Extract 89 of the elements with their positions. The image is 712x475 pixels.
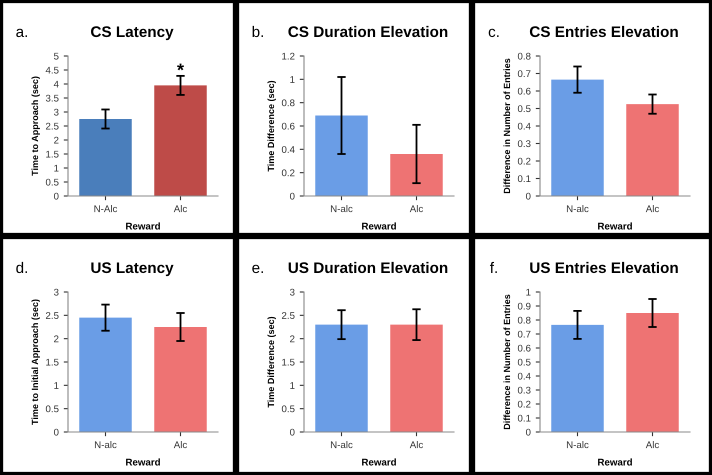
x-axis-title: Reward [598,222,632,230]
y-tick-label: 5 [54,52,59,60]
y-tick-label: 0.5 [282,405,295,412]
y-tick-label: 0.5 [46,405,59,412]
y-tick-label: 0 [526,428,531,436]
y-tick-label: 0.2 [282,169,294,176]
x-tick-label: Alc [174,205,187,212]
x-tick-label: N-alc [330,205,353,212]
x-tick-label: Alc [410,205,423,212]
y-tick-label: 4.5 [46,66,59,74]
x-tick-label: Alc [410,441,423,448]
y-tick-label: 1.5 [282,358,295,366]
y-tick-label: 1.5 [46,150,59,158]
x-tick-label: Alc [174,441,187,448]
y-axis-title: Time Difference (sec) [267,316,276,408]
y-tick-label: 4 [54,80,59,88]
text: a. [16,28,27,38]
y-tick-label: 0 [290,192,295,200]
y-axis-title: Time to Approach (sec) [31,76,40,176]
y-tick-label: 0 [290,428,295,436]
x-axis-title: Reward [362,458,396,466]
y-tick-label: 2.5 [282,312,295,319]
y-tick-label: 1 [290,76,294,83]
y-tick-label: 1.5 [46,358,59,366]
y-axis-title: Time to Initial Approach (sec) [31,299,40,425]
y-tick-label: 3 [54,288,59,296]
text: d. [16,262,27,274]
y-tick-label: 2 [54,335,58,342]
y-tick-label: 1.2 [282,52,294,60]
y-axis-title: Time Difference (sec) [267,80,276,172]
text: b. [252,26,263,38]
y-axis-title: Difference in Number of Entries [503,58,510,194]
y-tick-label: 3 [290,288,295,296]
y-tick-label: 0.5 [518,358,531,366]
x-tick-label: N-alc [566,205,589,212]
x-axis-title: Reward [362,222,396,230]
y-tick-label: 0.7 [518,70,530,78]
y-tick-label: 0.6 [518,344,531,352]
y-tick-label: 0.4 [282,146,295,153]
y-tick-label: 2.5 [46,312,59,319]
y-tick-label: 0 [526,192,531,200]
chart-title: CS Duration Elevation [288,26,448,38]
y-tick-label: 1 [54,382,58,389]
chart-title: CS Entries Elevation [530,26,678,38]
annotation: * [177,64,184,70]
y-tick-label: 0.4 [518,372,531,380]
x-tick-label: N-alc [566,441,589,448]
y-tick-label: 1 [526,288,530,296]
text: e. [252,264,263,274]
y-axis-title: Difference in Number of Entries [503,294,510,430]
x-axis-title: Reward [126,458,160,466]
y-tick-label: 0.7 [518,330,530,338]
chart-title: US Entries Elevation [530,262,678,274]
y-tick-label: 0.8 [282,99,295,106]
y-tick-label: 0.3 [518,386,531,394]
y-tick-label: 3 [54,108,59,116]
y-tick-label: 0 [54,192,59,200]
y-tick-label: 0.8 [518,52,531,60]
y-tick-label: 0.2 [518,400,530,408]
x-tick-label: N-alc [330,441,353,448]
x-tick-label: N-alc [94,441,117,448]
x-axis-title: Reward [598,458,632,466]
y-tick-label: 0.1 [518,414,530,422]
y-tick-label: 0.8 [518,316,531,324]
y-tick-label: 0.5 [518,105,531,112]
y-tick-label: 0.5 [46,178,59,186]
y-tick-label: 0.3 [518,140,531,148]
y-tick-label: 0.4 [518,122,531,130]
y-tick-label: 0.6 [518,88,531,95]
y-tick-label: 1 [290,382,294,389]
x-tick-label: Alc [646,441,659,448]
chart-title: US Latency [91,262,174,276]
y-tick-label: 0.1 [518,175,530,182]
y-tick-label: 0.6 [282,122,295,130]
y-tick-label: 2.5 [46,122,59,130]
y-tick-label: 2 [290,335,294,342]
text: c. [488,28,499,38]
y-tick-label: 3.5 [46,94,59,102]
y-tick-label: 1 [54,164,58,172]
y-tick-label: 0.9 [518,302,531,310]
x-tick-label: Alc [646,205,659,212]
y-tick-label: 0.2 [518,158,530,165]
chart-title: CS Latency [91,26,174,40]
chart-title: US Duration Elevation [288,262,448,274]
y-tick-label: 0 [54,428,59,436]
x-tick-label: N-Alc [94,205,118,212]
y-tick-label: 2 [54,136,58,144]
x-axis-title: Reward [126,222,160,230]
text: f. [490,262,497,273]
